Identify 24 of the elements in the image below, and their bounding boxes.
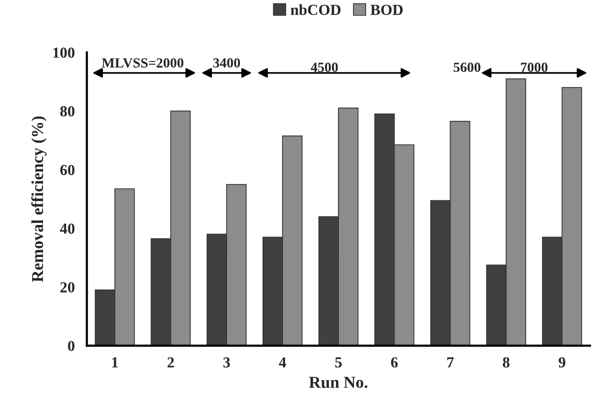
x-tick-label: 3 — [223, 357, 230, 368]
x-tick-label: 6 — [391, 357, 398, 368]
annotation: 3400 — [213, 58, 240, 68]
y-axis-title: Removal efficiency (%) — [31, 116, 47, 282]
annotation: MLVSS=2000 — [102, 58, 184, 68]
annotation: 4500 — [310, 62, 338, 72]
y-tick-label: 60 — [60, 164, 74, 176]
legend-label: nbCOD — [290, 4, 340, 15]
x-tick-label: 4 — [278, 357, 286, 368]
y-tick-label: 20 — [60, 282, 74, 292]
annotation: 5600 — [454, 62, 480, 72]
y-tick-label: 80 — [60, 106, 74, 116]
x-tick-label: 9 — [558, 357, 566, 368]
x-tick-label: 8 — [502, 357, 510, 368]
y-tick-label: 40 — [60, 223, 74, 234]
x-tick-label: 1 — [112, 357, 118, 368]
x-axis-title: Run No. — [309, 376, 368, 388]
x-tick-label: 5 — [335, 357, 342, 368]
annotation: 7000 — [521, 62, 548, 72]
x-tick-label: 2 — [168, 357, 174, 368]
y-tick-label: 100 — [53, 48, 74, 58]
y-tick-label: 0 — [68, 340, 74, 352]
x-tick-label: 7 — [447, 357, 454, 368]
legend-label: BOD — [370, 4, 403, 15]
